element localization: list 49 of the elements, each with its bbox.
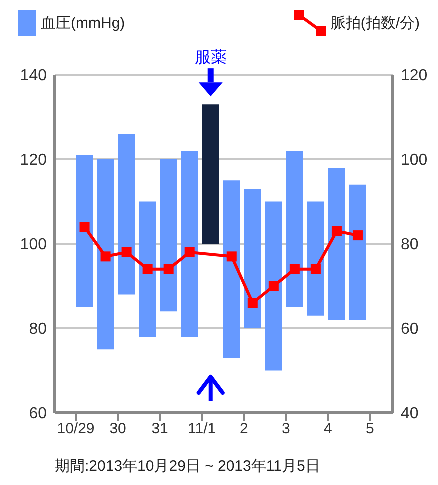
point [142, 264, 153, 274]
y2-tick-label: 100 [401, 152, 428, 170]
point [352, 230, 363, 241]
legend-label: 脈拍(拍数/分) [330, 14, 420, 32]
y2-tick-label: 120 [401, 68, 428, 85]
point [248, 298, 258, 308]
point [290, 264, 300, 274]
bar [76, 155, 94, 308]
x-tick-label: 4 [324, 420, 332, 438]
bar [244, 189, 262, 328]
legend-label: 血圧(mmHg) [41, 14, 126, 32]
y-tick-label: 80 [29, 321, 48, 338]
x-tick-label: 10/29 [57, 420, 95, 438]
point [122, 247, 132, 258]
bar [349, 184, 366, 320]
y-tick-label: 60 [29, 406, 48, 423]
point [80, 222, 90, 232]
point [268, 281, 279, 292]
bar [139, 202, 156, 337]
x-tick-label: 11/1 [188, 420, 216, 438]
text: 期間:2013年10月29日 ~ 2013年11月5日 [55, 457, 320, 476]
bar [286, 151, 304, 308]
point [332, 226, 342, 236]
x-tick-label: 30 [110, 420, 126, 438]
x-tick-label: 2 [240, 420, 248, 438]
y2-tick-label: 60 [401, 321, 419, 338]
bar [307, 202, 324, 316]
x-tick-label: 3 [282, 420, 290, 438]
bar [202, 104, 220, 244]
y2-tick-label: 40 [401, 406, 419, 423]
point [226, 252, 237, 262]
y-tick-label: 140 [20, 68, 48, 85]
bar [328, 168, 346, 320]
bar [160, 160, 178, 312]
point [184, 247, 195, 258]
y-tick-label: 100 [20, 236, 48, 254]
y2-tick-label: 80 [401, 236, 419, 254]
bar [181, 151, 198, 337]
x-tick-label: 5 [366, 420, 374, 438]
bar [223, 180, 240, 358]
y-tick-label: 120 [20, 152, 48, 170]
point [164, 264, 174, 274]
point [310, 264, 321, 274]
annotation: 服薬 [194, 48, 227, 67]
point [100, 252, 111, 262]
bar [118, 134, 136, 295]
bar [97, 160, 114, 350]
x-tick-label: 31 [152, 420, 168, 438]
bar [265, 202, 282, 371]
